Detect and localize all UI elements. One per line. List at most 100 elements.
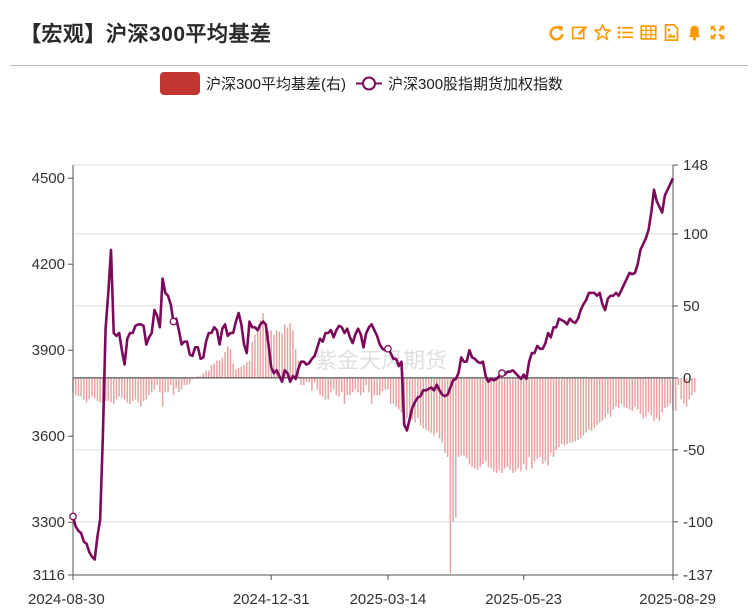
- basis-bar: [588, 377, 590, 430]
- basis-bar: [677, 377, 680, 386]
- basis-bar: [308, 377, 310, 383]
- basis-bar: [368, 377, 370, 393]
- basis-bar: [327, 377, 329, 400]
- basis-bar: [199, 376, 202, 378]
- basis-bar: [441, 377, 443, 443]
- basis-bar: [131, 377, 134, 401]
- basis-bar: [303, 377, 305, 386]
- basis-bar: [273, 334, 275, 378]
- refresh-icon[interactable]: [548, 24, 565, 41]
- basis-bar: [186, 377, 188, 386]
- basis-bar: [626, 377, 628, 409]
- basis-bar: [433, 377, 435, 436]
- basis-bar: [517, 377, 519, 469]
- basis-bar: [330, 377, 332, 393]
- basis-bar: [246, 362, 248, 378]
- right-tick-label: 0: [683, 370, 691, 387]
- basis-bar: [685, 377, 688, 407]
- basis-bar: [444, 377, 446, 453]
- basis-bar: [129, 377, 131, 404]
- basis-bar: [617, 377, 620, 409]
- basis-bar: [259, 320, 262, 378]
- basis-bar: [88, 377, 91, 400]
- basis-bar: [221, 357, 224, 378]
- basis-bar: [623, 377, 625, 407]
- left-tick-label: 3900: [32, 342, 65, 359]
- basis-bar: [406, 377, 408, 419]
- basis-bar: [292, 330, 294, 378]
- basis-bar: [590, 377, 593, 432]
- basis-bar: [552, 377, 555, 458]
- basis-bar: [305, 377, 308, 383]
- basis-bar: [123, 377, 126, 400]
- basis-bar: [270, 330, 272, 378]
- index-point: [169, 317, 178, 326]
- basis-bar: [142, 377, 145, 401]
- basis-bar: [541, 377, 544, 465]
- basis-bar: [598, 377, 601, 423]
- right-tick-label: 100: [683, 226, 708, 243]
- x-tick-label: 2024-12-31: [233, 591, 310, 608]
- bell-icon[interactable]: [686, 24, 703, 41]
- basis-bar: [243, 364, 245, 378]
- basis-bar: [683, 377, 685, 404]
- basis-bar: [427, 377, 430, 432]
- basis-bar: [99, 377, 101, 403]
- basis-bar: [520, 377, 522, 472]
- expand-icon[interactable]: [709, 24, 726, 41]
- basis-bar: [240, 366, 243, 378]
- basis-bar: [384, 377, 386, 390]
- basis-bar: [83, 377, 85, 400]
- image-icon[interactable]: [663, 24, 680, 41]
- basis-bar: [74, 377, 77, 396]
- basis-bar: [107, 377, 110, 401]
- basis-bar: [77, 377, 80, 397]
- legend-item-basis[interactable]: 沪深300平均基差(右): [160, 72, 346, 95]
- basis-bar: [281, 333, 283, 378]
- basis-bar: [512, 377, 514, 473]
- basis-bar: [533, 377, 536, 462]
- basis-bar: [319, 377, 321, 396]
- basis-bar: [571, 377, 574, 443]
- index-point: [384, 344, 392, 353]
- x-tick-label: 2024-08-30: [28, 591, 105, 608]
- basis-bar: [191, 377, 194, 380]
- basis-bar: [392, 377, 395, 404]
- basis-bar: [115, 377, 118, 400]
- basis-bar: [227, 346, 229, 378]
- legend-label-basis: 沪深300平均基差(右): [206, 76, 347, 93]
- basis-bar: [661, 377, 663, 413]
- basis-bar: [164, 377, 167, 393]
- basis-bar: [452, 377, 454, 522]
- x-tick-label: 2025-03-14: [350, 591, 427, 608]
- basis-bar: [585, 377, 587, 433]
- right-tick-label: -137: [683, 567, 713, 584]
- basis-bar: [112, 377, 115, 404]
- star-icon[interactable]: [594, 24, 611, 41]
- basis-bar: [80, 377, 82, 397]
- basis-bar: [322, 377, 324, 397]
- basis-bar: [178, 377, 180, 393]
- basis-bar: [560, 377, 563, 445]
- right-tick-label: -50: [683, 442, 705, 459]
- basis-bar: [525, 377, 528, 470]
- basis-bar: [653, 377, 655, 422]
- basis-bar: [457, 377, 460, 458]
- table-icon[interactable]: [640, 24, 657, 41]
- basis-bar: [169, 377, 172, 386]
- right-tick-label: 50: [683, 298, 700, 315]
- basis-bar: [134, 377, 137, 400]
- basis-bar: [604, 377, 606, 419]
- edit-icon[interactable]: [571, 24, 588, 41]
- basis-bar: [183, 377, 186, 386]
- legend-item-index[interactable]: 沪深300股指期货加权指数: [356, 72, 563, 95]
- basis-bar: [278, 331, 281, 378]
- basis-bar: [620, 377, 623, 404]
- basis-bar: [430, 377, 433, 433]
- basis-bar: [582, 377, 585, 436]
- list-icon[interactable]: [617, 24, 634, 41]
- basis-bar: [148, 377, 150, 396]
- basis-bar: [411, 377, 414, 420]
- basis-bar: [316, 377, 319, 390]
- legend-line-swatch: [356, 72, 383, 95]
